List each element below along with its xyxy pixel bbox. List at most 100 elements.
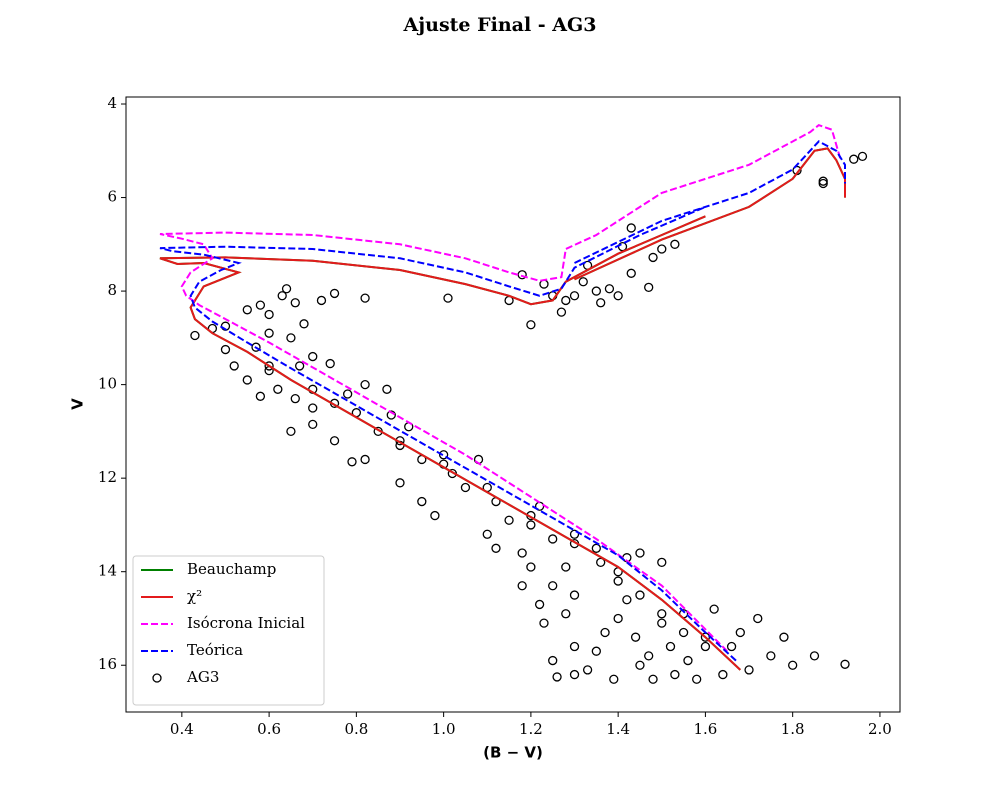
data-point xyxy=(526,562,536,572)
data-point xyxy=(644,282,654,292)
data-point xyxy=(264,361,274,371)
data-point xyxy=(788,660,798,670)
data-point xyxy=(342,389,353,399)
data-point xyxy=(709,604,719,614)
y-tick-label: 10 xyxy=(98,375,117,393)
legend-label: Beauchamp xyxy=(187,560,276,578)
data-point xyxy=(726,641,737,652)
data-point xyxy=(582,665,593,675)
plot-area xyxy=(159,123,868,684)
data-point xyxy=(548,655,558,666)
data-point xyxy=(630,632,641,642)
legend-label: AG3 xyxy=(186,668,219,686)
legend-label: Teórica xyxy=(187,641,243,659)
data-point xyxy=(657,557,667,567)
data-point xyxy=(491,543,501,553)
y-tick-label: 6 xyxy=(107,188,117,206)
data-point xyxy=(395,478,405,488)
y-tick-label: 16 xyxy=(98,655,117,673)
data-point xyxy=(308,403,318,413)
data-point xyxy=(657,618,667,628)
data-point xyxy=(556,307,567,317)
x-axis-label: (B − V) xyxy=(483,744,543,762)
data-point xyxy=(561,609,571,619)
data-point xyxy=(569,590,580,600)
data-point xyxy=(438,450,449,460)
legend-label: χ² xyxy=(187,587,202,605)
data-point xyxy=(517,548,527,558)
data-point xyxy=(430,510,440,521)
data-point xyxy=(591,286,601,296)
data-point xyxy=(626,268,636,278)
data-point xyxy=(644,651,654,661)
data-point xyxy=(857,151,868,162)
data-point xyxy=(604,284,615,294)
data-point xyxy=(360,293,370,303)
data-point xyxy=(220,344,231,355)
data-point xyxy=(635,548,645,558)
data-point xyxy=(251,342,261,352)
data-point xyxy=(818,178,828,189)
data-point xyxy=(657,244,667,254)
data-point xyxy=(591,543,601,553)
data-point xyxy=(417,496,427,507)
data-point xyxy=(569,669,580,680)
data-point xyxy=(670,239,680,249)
data-point xyxy=(648,674,658,684)
data-point xyxy=(718,669,728,680)
x-tick-label: 0.8 xyxy=(344,720,368,738)
data-point xyxy=(613,291,623,301)
data-point xyxy=(569,291,580,301)
x-tick-label: 1.0 xyxy=(432,720,456,738)
y-tick-label: 4 xyxy=(107,94,117,112)
data-point xyxy=(578,277,588,287)
data-point xyxy=(613,576,623,586)
x-tick-label: 1.6 xyxy=(693,720,717,738)
data-point xyxy=(635,660,645,670)
data-point xyxy=(569,641,580,652)
data-point xyxy=(657,609,667,619)
data-point xyxy=(325,358,335,369)
data-point xyxy=(849,154,859,164)
legend-box xyxy=(132,555,325,706)
data-point xyxy=(229,361,239,371)
x-tick-label: 1.2 xyxy=(519,720,543,738)
data-point xyxy=(316,295,327,306)
series-line xyxy=(159,147,846,671)
data-point xyxy=(264,328,274,338)
legend-marker xyxy=(152,673,162,683)
data-point xyxy=(561,295,571,306)
data-point xyxy=(548,534,558,544)
data-point xyxy=(635,590,645,600)
data-point xyxy=(670,669,680,680)
data-point xyxy=(766,651,776,661)
data-point xyxy=(286,426,296,437)
data-point xyxy=(290,394,300,404)
data-point xyxy=(504,515,514,525)
data-point xyxy=(329,288,340,299)
data-point xyxy=(382,384,392,394)
data-point xyxy=(281,284,292,294)
data-point xyxy=(683,655,693,666)
data-point xyxy=(596,298,606,308)
data-point xyxy=(242,375,252,385)
data-point xyxy=(329,436,340,446)
data-point xyxy=(809,651,820,661)
data-point xyxy=(255,391,266,401)
data-point xyxy=(308,351,318,362)
data-point xyxy=(294,361,305,371)
x-tick-label: 1.4 xyxy=(606,720,630,738)
data-point xyxy=(273,384,283,394)
data-point xyxy=(242,305,252,315)
data-point xyxy=(561,562,571,572)
x-tick-label: 2.0 xyxy=(868,720,892,738)
data-point xyxy=(386,410,396,420)
data-point xyxy=(552,672,562,682)
data-point xyxy=(517,581,527,591)
data-point xyxy=(290,298,300,308)
data-point xyxy=(613,613,623,624)
data-point xyxy=(277,291,287,301)
y-tick-label: 12 xyxy=(98,468,117,486)
x-tick-label: 0.6 xyxy=(257,720,281,738)
